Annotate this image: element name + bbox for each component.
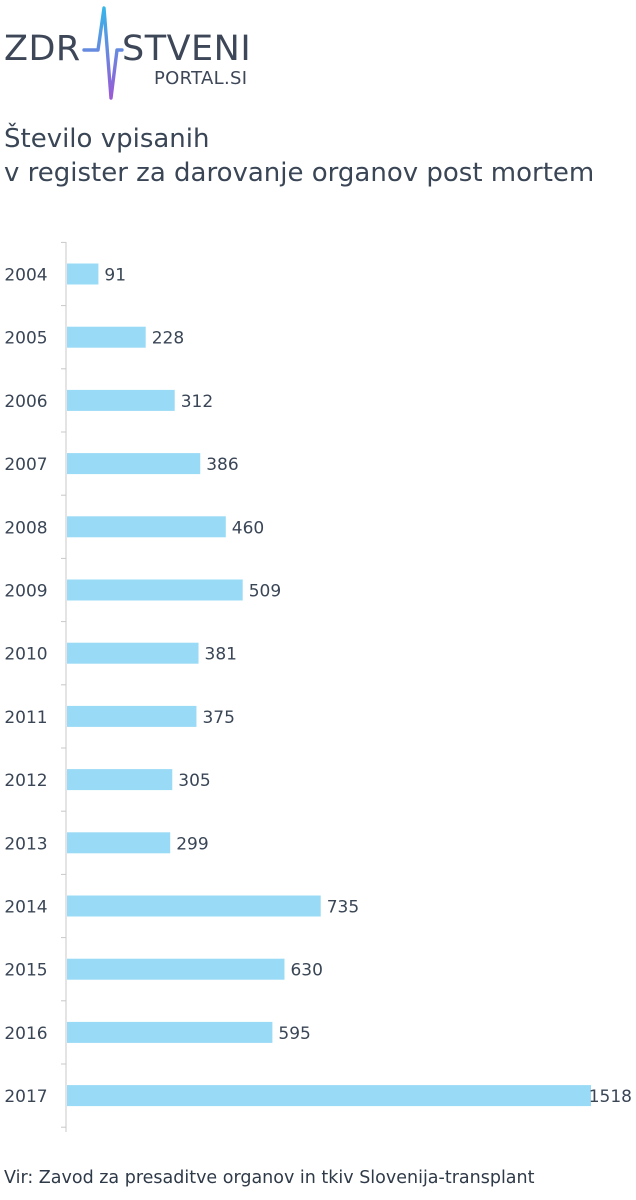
bar [67,453,201,475]
data-label: 460 [232,518,264,538]
bar [67,1021,273,1043]
bar [67,895,321,917]
data-label: 386 [206,455,238,475]
data-label: 375 [202,708,234,728]
data-label: 312 [181,392,213,412]
chart-title-line-1: Število vpisanih [4,124,210,154]
bar [67,389,175,411]
bar [67,642,199,664]
y-tick-label: 2016 [4,1024,47,1044]
y-tick-label: 2017 [4,1087,47,1107]
y-tick-label: 2004 [4,266,47,286]
source-note: Vir: Zavod za presaditve organov in tkiv… [4,1168,535,1188]
chart-title-line-2: v register za darovanje organov post mor… [4,158,595,188]
y-tick-label: 2005 [4,329,47,349]
data-label: 381 [205,645,237,665]
y-tick-label: 2015 [4,961,47,981]
bar [67,516,226,538]
data-label: 305 [178,771,210,791]
logo-text-right: STVENI [122,29,252,69]
chart-title: Število vpisanih v register za darovanje… [4,122,594,190]
y-tick-label: 2007 [4,455,47,475]
logo-subtext: PORTAL.SI [154,68,248,89]
data-label: 91 [104,266,126,286]
y-tick-label: 2013 [4,834,47,854]
bar [67,705,197,727]
data-label: 228 [152,329,184,349]
bar [67,326,146,348]
y-tick-label: 2006 [4,392,47,412]
y-tick-label: 2012 [4,771,47,791]
data-label: 735 [327,898,359,918]
bar-chart: 2004 91 2005 228 2006 312 2007 386 2008 460 2009 50… [4,241,632,1132]
data-label: 630 [290,961,322,981]
y-tick-label: 2008 [4,518,47,538]
bar [67,832,171,854]
bar [67,263,99,285]
data-label: 1518 [589,1087,632,1107]
logo: ZDR STVENI PORTAL.SI [4,2,251,102]
data-label: 299 [176,834,208,854]
data-label: 509 [249,582,281,602]
bar [67,1085,591,1107]
y-tick-label: 2011 [4,708,47,728]
y-tick-label: 2010 [4,645,47,665]
data-label: 595 [278,1024,310,1044]
y-tick-label: 2009 [4,582,47,602]
bar [67,769,173,791]
bar [67,958,285,980]
heartbeat-icon [82,6,124,100]
logo-text-left: ZDR [4,29,81,69]
bar [67,579,243,601]
y-tick-label: 2014 [4,898,47,918]
